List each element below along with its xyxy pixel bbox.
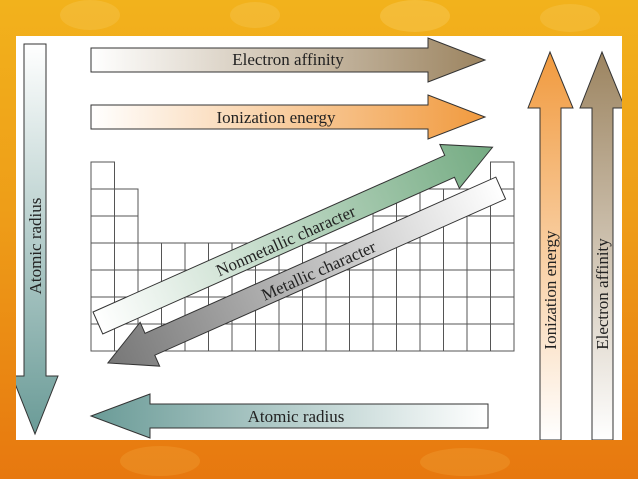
element-cell: [490, 242, 515, 271]
element-cell: [443, 323, 468, 352]
element-cell: [114, 215, 139, 244]
atomic-radius-bottom-label: Atomic radius: [248, 407, 345, 426]
element-cell: [466, 242, 491, 271]
element-cell: [161, 242, 186, 271]
ionization-energy-top-label: Ionization energy: [216, 108, 336, 127]
electron-affinity-top-label: Electron affinity: [232, 50, 344, 69]
periodic-table-grid: [90, 161, 515, 352]
atomic-radius-vertical-arrow: Atomic radius: [16, 43, 59, 436]
element-cell: [466, 269, 491, 298]
background-flower: [540, 4, 600, 32]
element-cell: [466, 215, 491, 244]
atomic-radius-left-label: Atomic radius: [26, 198, 45, 295]
element-cell: [137, 242, 162, 271]
element-cell: [349, 296, 374, 325]
element-cell: [490, 323, 515, 352]
element-cell: [443, 242, 468, 271]
element-cell: [396, 323, 421, 352]
element-cell: [466, 323, 491, 352]
ionization-energy-vertical-arrow: Ionization energy: [527, 50, 574, 440]
element-cell: [255, 323, 280, 352]
ionization-energy-horizontal-arrow: Ionization energy: [90, 94, 487, 140]
element-cell: [90, 188, 115, 217]
element-cell: [372, 296, 397, 325]
element-cell: [114, 242, 139, 271]
element-cell: [349, 269, 374, 298]
atomic-radius-horizontal-arrow: Atomic radius: [89, 393, 489, 439]
element-cell: [90, 242, 115, 271]
electron-affinity-horizontal-arrow: Electron affinity: [90, 37, 487, 83]
element-cell: [302, 296, 327, 325]
element-cell: [419, 296, 444, 325]
element-cell: [419, 269, 444, 298]
element-cell: [372, 269, 397, 298]
element-cell: [114, 269, 139, 298]
periodic-trends-diagram: Electron affinity Ionization energy Atom…: [16, 36, 622, 440]
element-cell: [349, 323, 374, 352]
element-cell: [231, 323, 256, 352]
element-cell: [443, 296, 468, 325]
element-cell: [278, 323, 303, 352]
element-cell: [490, 215, 515, 244]
background-flower: [60, 0, 120, 30]
element-cell: [396, 269, 421, 298]
element-cell: [114, 188, 139, 217]
electron-affinity-vertical-arrow: Electron affinity: [579, 50, 622, 440]
element-cell: [419, 242, 444, 271]
element-cell: [372, 323, 397, 352]
background-flower: [230, 2, 280, 28]
element-cell: [302, 323, 327, 352]
element-cell: [90, 161, 115, 190]
element-cell: [90, 269, 115, 298]
ionization-energy-right-label: Ionization energy: [541, 230, 560, 350]
element-cell: [443, 269, 468, 298]
electron-affinity-right-label: Electron affinity: [593, 238, 612, 350]
element-cell: [90, 215, 115, 244]
background-flower: [420, 448, 510, 476]
element-cell: [396, 296, 421, 325]
element-cell: [278, 296, 303, 325]
background-flower: [120, 446, 200, 476]
element-cell: [490, 296, 515, 325]
element-cell: [419, 323, 444, 352]
element-cell: [396, 242, 421, 271]
background-flower: [380, 0, 450, 32]
element-cell: [325, 296, 350, 325]
element-cell: [466, 296, 491, 325]
element-cell: [490, 269, 515, 298]
element-cell: [325, 323, 350, 352]
